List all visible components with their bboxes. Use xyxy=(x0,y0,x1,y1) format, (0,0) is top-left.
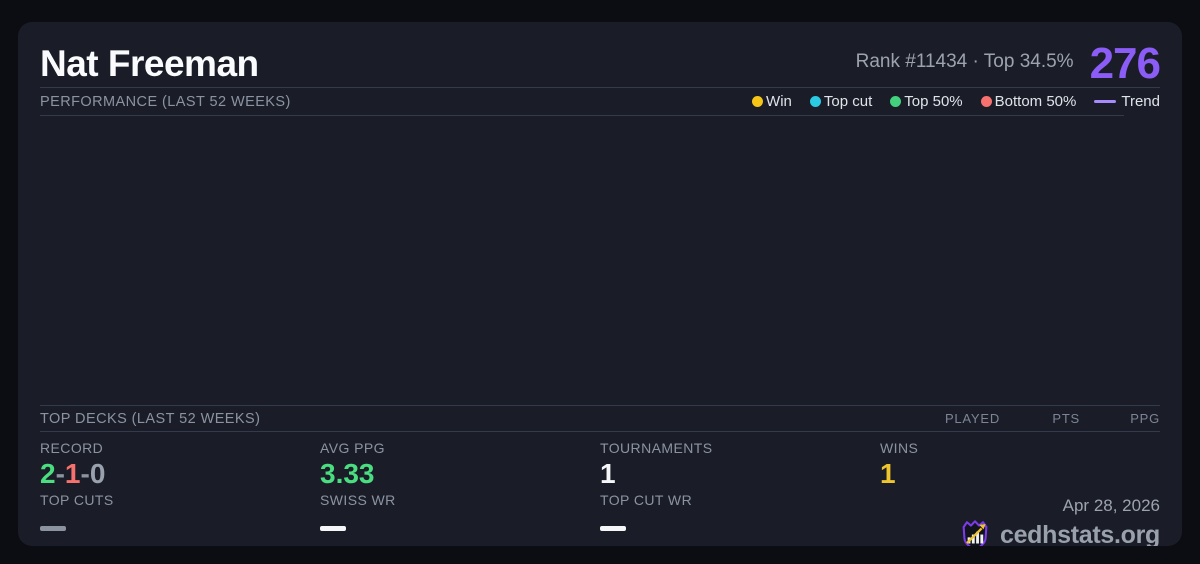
top-decks-header-row: TOP DECKS (LAST 52 WEEKS) PLAYED PTS PPG xyxy=(40,406,1160,431)
brand-row[interactable]: cedhstats.org xyxy=(880,518,1160,546)
record-separator: - xyxy=(80,458,90,489)
stat-avg-ppg-column: AVG PPG 3.33 SWISS WR xyxy=(320,440,600,546)
top-decks-divider-top xyxy=(40,405,1160,406)
record-separator: - xyxy=(55,458,65,489)
avg-ppg-value: 3.33 xyxy=(320,458,375,489)
record-wins: 2 xyxy=(40,458,56,489)
legend-item-trend: Trend xyxy=(1094,93,1160,110)
swiss-wr-empty-dash xyxy=(320,526,346,531)
stat-wins-column: WINS 1 Apr 28, 2026 cedhstats.org xyxy=(880,440,1160,546)
top-cuts-empty-dash xyxy=(40,526,66,531)
column-header-played: PLAYED xyxy=(944,411,1000,426)
legend-item-win: Win xyxy=(752,93,792,110)
record-label: RECORD xyxy=(40,440,104,456)
header-divider xyxy=(40,87,1160,88)
tournaments-label: TOURNAMENTS xyxy=(600,440,713,456)
player-stats-card: Nat Freeman Rank #11434 · Top 34.5% 276 … xyxy=(18,22,1182,546)
stats-grid: RECORD 2-1-0 TOP CUTS AVG PPG 3.33 SWISS… xyxy=(40,432,1160,546)
chart-legend: Win Top cut Top 50% Bottom 50% Trend xyxy=(752,93,1160,110)
points-total: 276 xyxy=(1089,39,1161,88)
record-draws: 0 xyxy=(89,458,106,489)
stat-tournaments-column: TOURNAMENTS 1 TOP CUT WR xyxy=(600,440,880,546)
column-header-ppg: PPG xyxy=(1130,411,1160,426)
performance-section-title: PERFORMANCE (LAST 52 WEEKS) xyxy=(40,93,291,110)
trend-line-icon xyxy=(1094,100,1117,103)
top-cut-dot-icon xyxy=(809,96,821,107)
legend-item-bottom-50: Bottom 50% xyxy=(980,93,1077,110)
top-decks-column-headers: PLAYED PTS PPG xyxy=(920,411,1160,426)
legend-label: Top 50% xyxy=(904,93,963,110)
tournaments-value: 1 xyxy=(600,458,616,489)
legend-label: Bottom 50% xyxy=(994,93,1077,110)
performance-header-row: PERFORMANCE (LAST 52 WEEKS) Win Top cut … xyxy=(40,88,1160,115)
performance-divider xyxy=(40,115,1124,116)
cedhstats-shield-logo-icon xyxy=(962,520,988,546)
legend-item-top-cut: Top cut xyxy=(809,93,873,110)
bottom-50-dot-icon xyxy=(980,96,992,107)
record-losses: 1 xyxy=(64,458,81,489)
top-50-dot-icon xyxy=(890,96,902,107)
card-date: Apr 28, 2026 xyxy=(1062,496,1160,515)
top-decks-section-title: TOP DECKS (LAST 52 WEEKS) xyxy=(40,410,261,427)
player-name: Nat Freeman xyxy=(40,43,259,84)
top-cuts-label: TOP CUTS xyxy=(40,492,114,508)
win-dot-icon xyxy=(752,96,764,107)
wins-value: 1 xyxy=(880,458,896,489)
card-header: Nat Freeman Rank #11434 · Top 34.5% 276 xyxy=(40,38,1161,88)
legend-label: Top cut xyxy=(823,93,873,110)
legend-label: Win xyxy=(766,93,792,110)
stat-record-column: RECORD 2-1-0 TOP CUTS xyxy=(40,440,320,546)
wins-label: WINS xyxy=(880,440,919,456)
top-cut-wr-empty-dash xyxy=(600,526,626,531)
rank-summary: Rank #11434 · Top 34.5% 276 xyxy=(855,39,1161,88)
top-cut-wr-label: TOP CUT WR xyxy=(600,492,693,508)
top-decks-divider-bottom xyxy=(40,431,1160,432)
swiss-wr-label: SWISS WR xyxy=(320,492,396,508)
avg-ppg-label: AVG PPG xyxy=(320,440,385,456)
legend-label: Trend xyxy=(1121,93,1160,110)
column-header-pts: PTS xyxy=(1052,411,1080,426)
legend-item-top-50: Top 50% xyxy=(890,93,963,110)
brand-name[interactable]: cedhstats.org xyxy=(999,520,1160,547)
rank-percentile-text: Rank #11434 · Top 34.5% xyxy=(855,51,1074,72)
record-value: 2-1-0 xyxy=(40,457,320,491)
performance-chart xyxy=(40,116,1160,405)
